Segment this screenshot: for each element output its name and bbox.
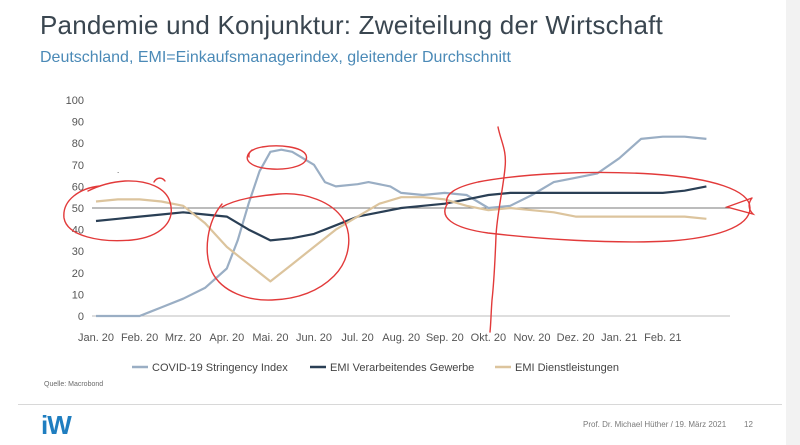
x-tick-label: Sep. 20 [426, 332, 464, 344]
annotation-ellipse-right [444, 171, 751, 243]
annotation-dot: . [117, 166, 119, 175]
slide-subtitle: Deutschland, EMI=Einkaufsmanagerindex, g… [40, 49, 511, 66]
annotation-arrow-head [724, 197, 756, 216]
iw-logo: iW [41, 410, 72, 440]
page-number: 12 [744, 420, 753, 429]
side-shade [786, 0, 800, 445]
x-axis: Jan. 20 Feb. 20 Mrz. 20 Apr. 20 Mai. 20 Jun. … [78, 332, 682, 344]
legend-label: COVID-19 Stringency Index [152, 362, 288, 374]
y-tick-label: 30 [72, 246, 84, 258]
legend: COVID-19 Stringency Index EMI Verarbeiten… [132, 362, 619, 374]
x-tick-label: Jun. 20 [296, 332, 332, 344]
y-tick-label: 80 [72, 138, 84, 150]
annotation-vertical-line [489, 126, 507, 333]
x-tick-label: Feb. 21 [644, 332, 681, 344]
annotation-circle-left [63, 180, 172, 242]
y-tick-label: 20 [72, 268, 84, 280]
y-tick-label: 0 [78, 311, 84, 323]
y-tick-label: 50 [72, 203, 84, 215]
legend-label: EMI Verarbeitendes Gewerbe [330, 362, 474, 374]
x-tick-label: Mrz. 20 [165, 332, 202, 344]
annotation-check-mark [153, 177, 166, 183]
x-tick-label: Jul. 20 [341, 332, 373, 344]
series-line-2 [95, 196, 707, 283]
y-tick-label: 60 [72, 181, 84, 193]
x-tick-label: Jan. 20 [78, 332, 114, 344]
annotation-circle-trough [206, 193, 350, 301]
slide-title: Pandemie und Konjunktur: Zweiteilung der… [40, 10, 663, 40]
source-note: Quelle: Macrobond [44, 381, 104, 388]
series-line-1 [95, 185, 707, 242]
x-tick-label: Apr. 20 [209, 332, 244, 344]
y-tick-label: 70 [72, 160, 84, 172]
footer-author-date: Prof. Dr. Michael Hüther / 19. März 2021 [583, 420, 727, 429]
series-line-0 [96, 135, 707, 318]
annotation-circle-peak [246, 145, 308, 170]
x-tick-label: Aug. 20 [382, 332, 420, 344]
x-tick-label: Feb. 20 [121, 332, 158, 344]
y-tick-label: 100 [66, 95, 84, 107]
y-tick-label: 10 [72, 289, 84, 301]
legend-label: EMI Dienstleistungen [515, 362, 619, 374]
x-tick-label: Okt. 20 [471, 332, 506, 344]
y-axis: 0 10 20 30 40 50 60 70 80 90 100 [66, 95, 84, 323]
x-tick-label: Dez. 20 [557, 332, 595, 344]
footer-divider [18, 404, 782, 405]
x-tick-label: Nov. 20 [513, 332, 550, 344]
y-tick-label: 90 [72, 117, 84, 129]
series-group [95, 135, 707, 318]
x-tick-label: Jan. 21 [601, 332, 637, 344]
annotation-group [63, 126, 756, 333]
x-tick-label: Mai. 20 [252, 332, 288, 344]
y-tick-label: 40 [72, 225, 84, 237]
